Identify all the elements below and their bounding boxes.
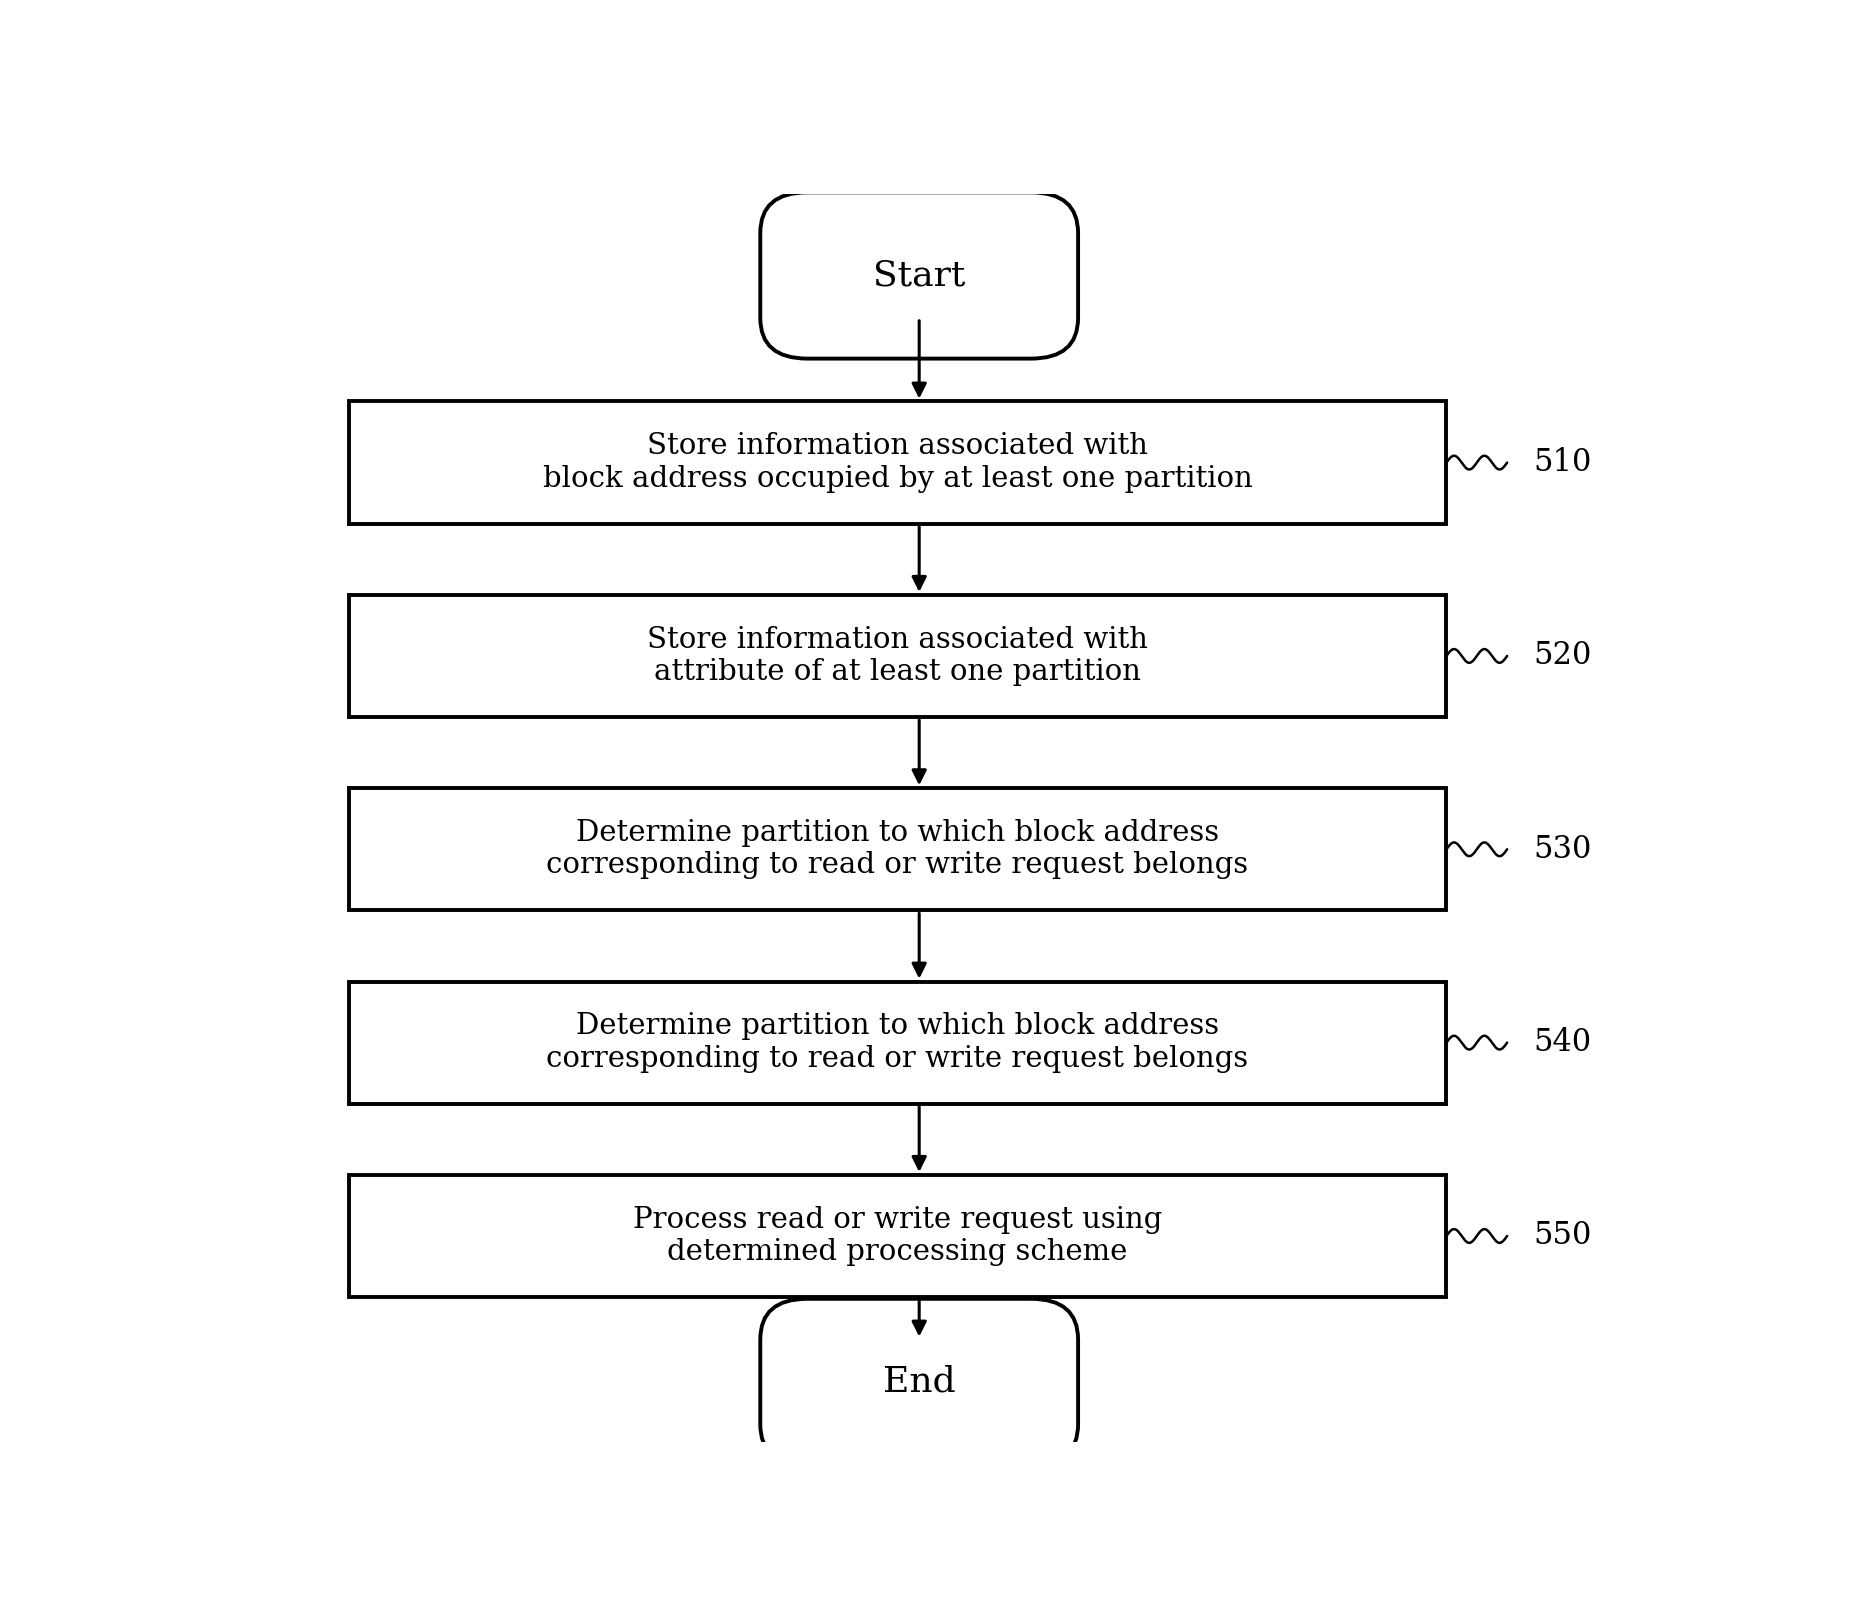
Bar <box>349 402 1446 523</box>
Bar <box>349 789 1446 910</box>
Text: Determine partition to which block address
corresponding to read or write reques: Determine partition to which block addre… <box>546 820 1249 880</box>
Text: Store information associated with
attribute of at least one partition: Store information associated with attrib… <box>647 625 1148 687</box>
Text: 510: 510 <box>1532 447 1592 478</box>
FancyBboxPatch shape <box>761 193 1077 358</box>
Text: 540: 540 <box>1532 1027 1592 1058</box>
Bar <box>349 595 1446 718</box>
Text: Store information associated with
block address occupied by at least one partiti: Store information associated with block … <box>542 433 1253 492</box>
Text: 520: 520 <box>1532 640 1592 671</box>
Bar <box>349 982 1446 1103</box>
Text: 530: 530 <box>1532 834 1592 865</box>
Text: Start: Start <box>872 259 966 293</box>
Text: 550: 550 <box>1532 1220 1592 1252</box>
Text: Determine partition to which block address
corresponding to read or write reques: Determine partition to which block addre… <box>546 1012 1249 1072</box>
FancyBboxPatch shape <box>761 1299 1077 1464</box>
Bar <box>349 1174 1446 1298</box>
Text: Process read or write request using
determined processing scheme: Process read or write request using dete… <box>634 1205 1161 1267</box>
Text: End: End <box>884 1366 956 1400</box>
